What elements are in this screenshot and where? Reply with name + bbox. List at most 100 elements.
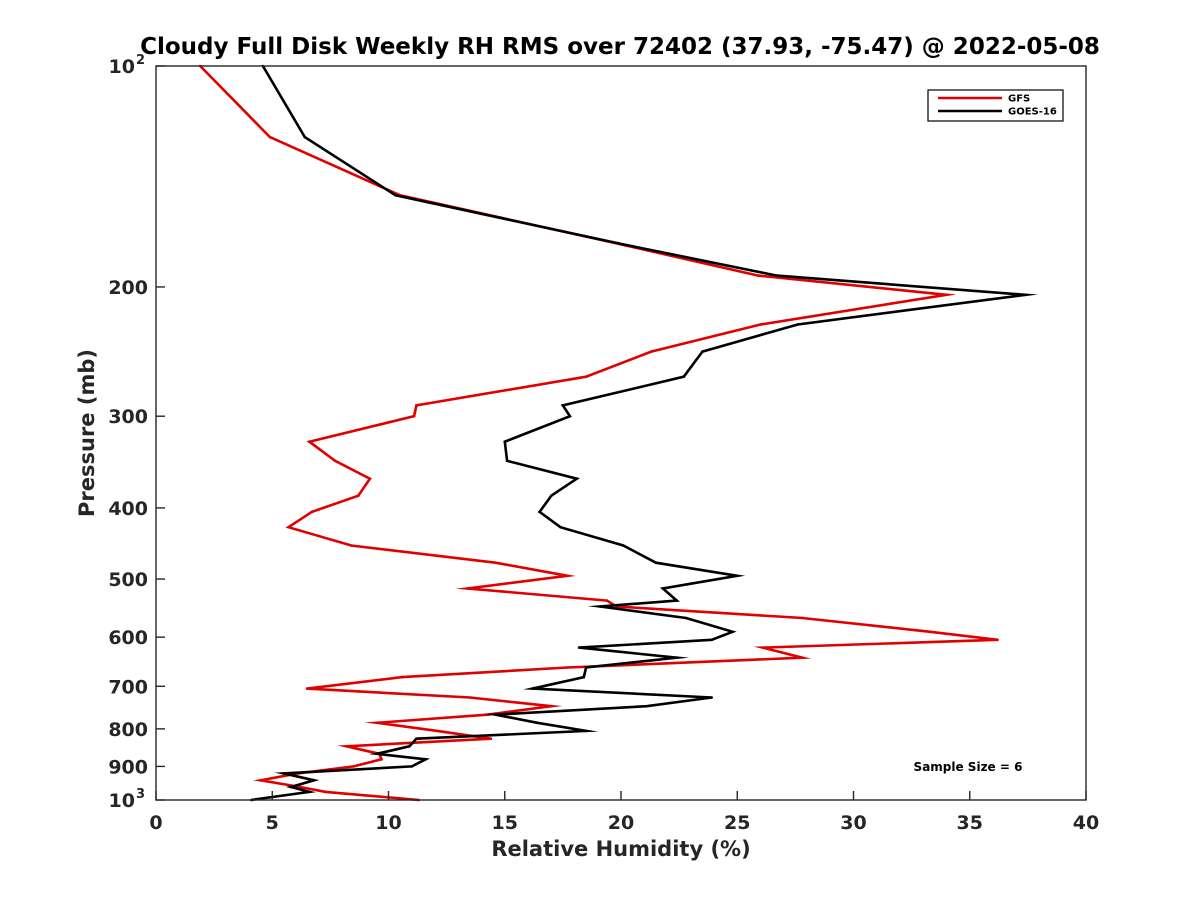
data-point-goes16-15 [538, 510, 541, 514]
data-point-gfs-36 [489, 737, 493, 740]
data-point-gfs-24 [928, 630, 932, 634]
data-point-goes16-35 [584, 729, 588, 733]
data-point-goes16-20 [661, 587, 665, 590]
data-point-goes16-9 [561, 404, 565, 407]
x-axis-label: Relative Humidity (%) [491, 837, 750, 861]
data-point-goes16-30 [531, 687, 534, 690]
data-point-gfs-30 [305, 687, 309, 690]
data-point-goes16-2 [394, 194, 397, 197]
chart-title: Cloudy Full Disk Weekly RH RMS over 7240… [140, 34, 1100, 60]
plot-area [155, 64, 1087, 802]
data-point-goes16-32 [645, 704, 648, 708]
data-point-goes16-28 [584, 666, 588, 669]
x-tick-label-5: 25 [724, 812, 750, 834]
data-point-goes16-24 [731, 630, 734, 634]
data-point-goes16-13 [575, 477, 579, 481]
y-axis-label: Pressure (mb) [75, 349, 99, 517]
data-point-goes16-39 [424, 758, 428, 761]
x-axis: 0 5 10 15 20 25 30 35 40 [149, 791, 1099, 834]
data-point-goes16-7 [701, 350, 704, 353]
x-tick-label-6: 30 [840, 812, 866, 834]
data-point-gfs-21 [605, 599, 609, 602]
data-point-gfs-20 [466, 587, 469, 590]
data-point-gfs-5 [945, 293, 948, 297]
legend: GFS GOES-16 [927, 89, 1064, 122]
y-tick-label-7: 800 [108, 719, 148, 741]
y-tick-exponent-9: 3 [136, 787, 145, 802]
x-tick-label-8: 40 [1073, 812, 1099, 834]
y-tick-label-3: 400 [108, 498, 148, 520]
data-point-goes16-22 [598, 605, 602, 608]
data-point-gfs-1 [268, 135, 272, 139]
data-point-gfs-35 [436, 729, 439, 733]
sample-size-annotation: Sample Size = 6 [914, 760, 1023, 774]
data-point-gfs-39 [380, 758, 383, 761]
x-tick-label-1: 5 [266, 812, 279, 834]
legend-box [927, 89, 1064, 122]
data-point-goes16-3 [622, 243, 625, 246]
data-point-gfs-29 [401, 675, 404, 679]
data-point-goes16-25 [710, 638, 713, 642]
data-point-goes16-34 [536, 721, 539, 725]
series-line-gfs [199, 65, 998, 802]
y-tick-label-8: 900 [108, 756, 148, 778]
data-point-goes16-5 [1024, 293, 1027, 297]
data-point-gfs-28 [566, 666, 569, 669]
x-tick-label-4: 20 [608, 812, 634, 834]
data-point-goes16-12 [505, 459, 509, 463]
data-point-goes16-16 [559, 525, 562, 529]
x-tick-label-3: 15 [492, 812, 518, 834]
data-point-gfs-42 [259, 779, 262, 782]
data-point-gfs-44 [324, 790, 328, 794]
data-point-goes16-42 [312, 779, 316, 782]
data-point-goes16-27 [675, 656, 679, 659]
data-point-goes16-14 [550, 494, 553, 498]
data-point-goes16-33 [494, 713, 497, 716]
data-point-goes16-6 [796, 323, 799, 326]
x-tick-label-0: 0 [149, 812, 162, 834]
data-point-gfs-43 [298, 785, 302, 789]
legend-label-goes16: GOES-16 [1008, 107, 1057, 118]
data-point-gfs-11 [308, 440, 311, 444]
data-point-goes16-43 [289, 785, 293, 789]
series-layer [198, 64, 1039, 802]
data-point-goes16-17 [622, 544, 625, 547]
data-point-gfs-17 [350, 544, 353, 547]
data-point-goes16-44 [308, 790, 311, 794]
data-point-goes16-41 [282, 772, 286, 775]
data-point-gfs-19 [566, 574, 569, 578]
data-point-goes16-21 [675, 599, 679, 602]
data-point-goes16-8 [682, 375, 686, 379]
data-point-goes16-23 [684, 616, 688, 620]
data-point-goes16-31 [710, 696, 713, 699]
data-point-gfs-14 [357, 494, 360, 498]
data-point-goes16-11 [503, 440, 507, 444]
data-point-gfs-23 [801, 616, 804, 620]
data-point-goes16-26 [577, 646, 581, 649]
data-point-gfs-8 [584, 375, 588, 379]
y-tick-label-0: 10 [109, 56, 135, 78]
data-point-goes16-19 [736, 574, 739, 578]
data-point-goes16-1 [303, 135, 307, 139]
data-point-goes16-38 [375, 752, 379, 756]
data-point-gfs-16 [287, 525, 290, 529]
data-point-gfs-37 [345, 745, 348, 748]
x-tick-label-2: 10 [375, 812, 401, 834]
data-point-gfs-9 [415, 404, 418, 407]
data-point-goes16-29 [582, 675, 586, 679]
y-tick-label-6: 700 [108, 676, 148, 698]
y-tick-label-5: 600 [108, 627, 148, 649]
data-point-gfs-31 [468, 696, 472, 699]
data-point-goes16-4 [775, 274, 779, 277]
data-point-gfs-34 [375, 721, 379, 725]
legend-label-gfs: GFS [1008, 94, 1030, 105]
data-point-gfs-4 [756, 274, 760, 277]
data-point-gfs-7 [649, 350, 653, 353]
series-line-goes16 [251, 65, 1039, 802]
data-point-goes16-18 [654, 561, 658, 564]
data-point-gfs-13 [368, 477, 372, 481]
data-point-gfs-27 [801, 656, 804, 659]
data-point-gfs-26 [761, 646, 765, 649]
